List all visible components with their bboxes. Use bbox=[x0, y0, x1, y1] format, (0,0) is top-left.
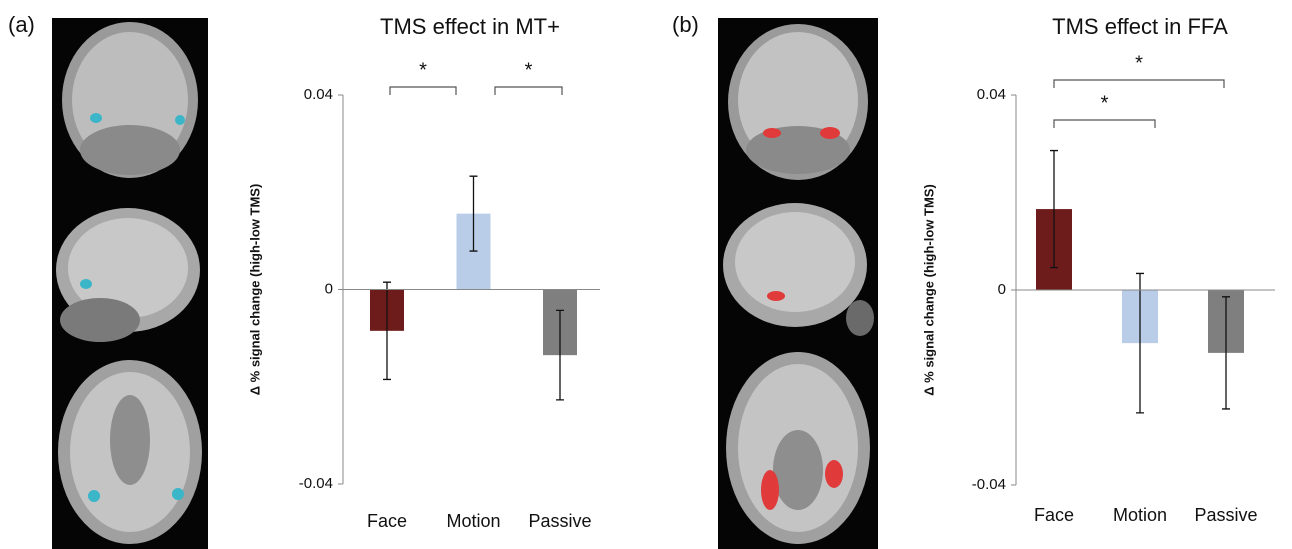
panel-label: (a) bbox=[8, 12, 35, 37]
y-axis-label: Δ % signal change (high-low TMS) bbox=[247, 184, 262, 396]
figure: (a) (b) TMS effect in MT+Δ % s bbox=[0, 0, 1292, 549]
significance-bracket bbox=[1054, 80, 1224, 88]
y-tick-label: 0 bbox=[325, 280, 333, 297]
x-tick-label: Passive bbox=[1194, 505, 1257, 525]
x-tick-label: Face bbox=[367, 511, 407, 531]
panel-label: (b) bbox=[672, 12, 699, 37]
significance-star: * bbox=[525, 59, 533, 81]
x-tick-label: Motion bbox=[1113, 505, 1167, 525]
y-tick-label: 0.04 bbox=[304, 86, 333, 103]
chart-title: TMS effect in FFA bbox=[1052, 14, 1228, 39]
y-tick-label: 0 bbox=[998, 281, 1006, 298]
significance-star: * bbox=[419, 59, 427, 81]
significance-star: * bbox=[1135, 52, 1143, 74]
chart-title: TMS effect in MT+ bbox=[380, 14, 560, 39]
significance-star: * bbox=[1101, 92, 1109, 114]
significance-bracket bbox=[495, 87, 562, 95]
brain-images-a bbox=[52, 18, 208, 549]
y-tick-label: 0.04 bbox=[977, 86, 1006, 103]
x-tick-label: Face bbox=[1034, 505, 1074, 525]
x-tick-label: Passive bbox=[528, 511, 591, 531]
significance-bracket bbox=[390, 87, 456, 95]
y-tick-label: -0.04 bbox=[972, 476, 1006, 493]
significance-bracket bbox=[1054, 120, 1155, 128]
y-axis-label: Δ % signal change (high-low TMS) bbox=[921, 184, 936, 396]
x-tick-label: Motion bbox=[446, 511, 500, 531]
brain-images-b bbox=[718, 18, 878, 549]
y-tick-label: -0.04 bbox=[299, 475, 333, 492]
